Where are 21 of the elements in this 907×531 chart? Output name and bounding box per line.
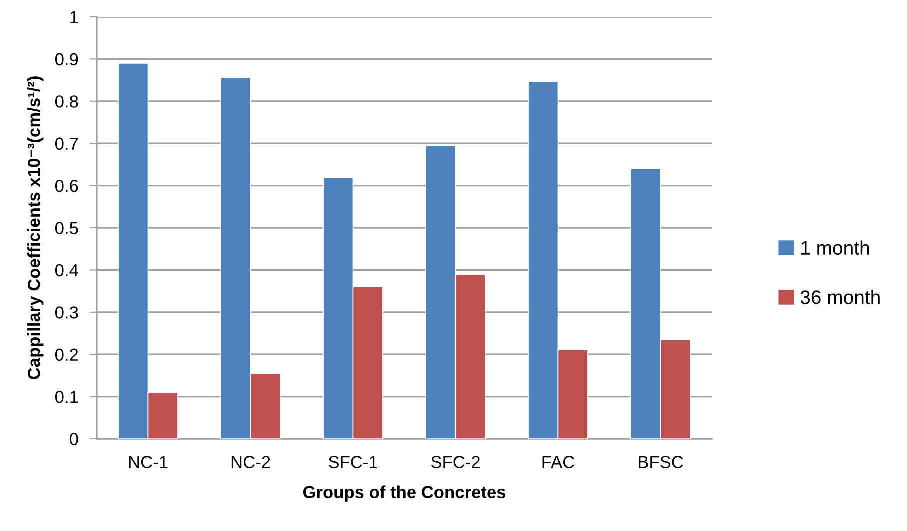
y-tick-label: 1 — [70, 11, 78, 24]
y-axis-title: Cappillary Coefficients x10⁻³(cm/s¹/²) — [28, 76, 44, 380]
y-tick-label: 0.8 — [55, 96, 78, 108]
y-tick-label: 0.9 — [55, 53, 78, 66]
y-tick-label: 0 — [70, 433, 78, 446]
legend-label: 36 month — [800, 290, 880, 304]
x-tick-label: SFC-2 — [431, 456, 480, 468]
y-tick-label: 0.6 — [55, 180, 78, 192]
y-tick-label: 0.4 — [55, 264, 78, 277]
x-tick-label: NC-2 — [232, 456, 270, 468]
x-tick-label: NC-1 — [129, 456, 168, 468]
legend-label: 1 month — [802, 240, 870, 256]
x-axis-title: Groups of the Concretes — [303, 486, 506, 502]
x-tick-label: BFSC — [639, 456, 684, 468]
y-tick-label: 0.7 — [55, 138, 78, 150]
y-tick-label: 0.1 — [55, 390, 78, 404]
x-tick-label: SFC-1 — [328, 456, 378, 468]
y-tick-label: 0.2 — [55, 348, 78, 362]
y-tick-label: 0.5 — [55, 222, 78, 234]
y-tick-label: 0.3 — [55, 306, 78, 319]
x-tick-label: FAC — [542, 456, 574, 468]
